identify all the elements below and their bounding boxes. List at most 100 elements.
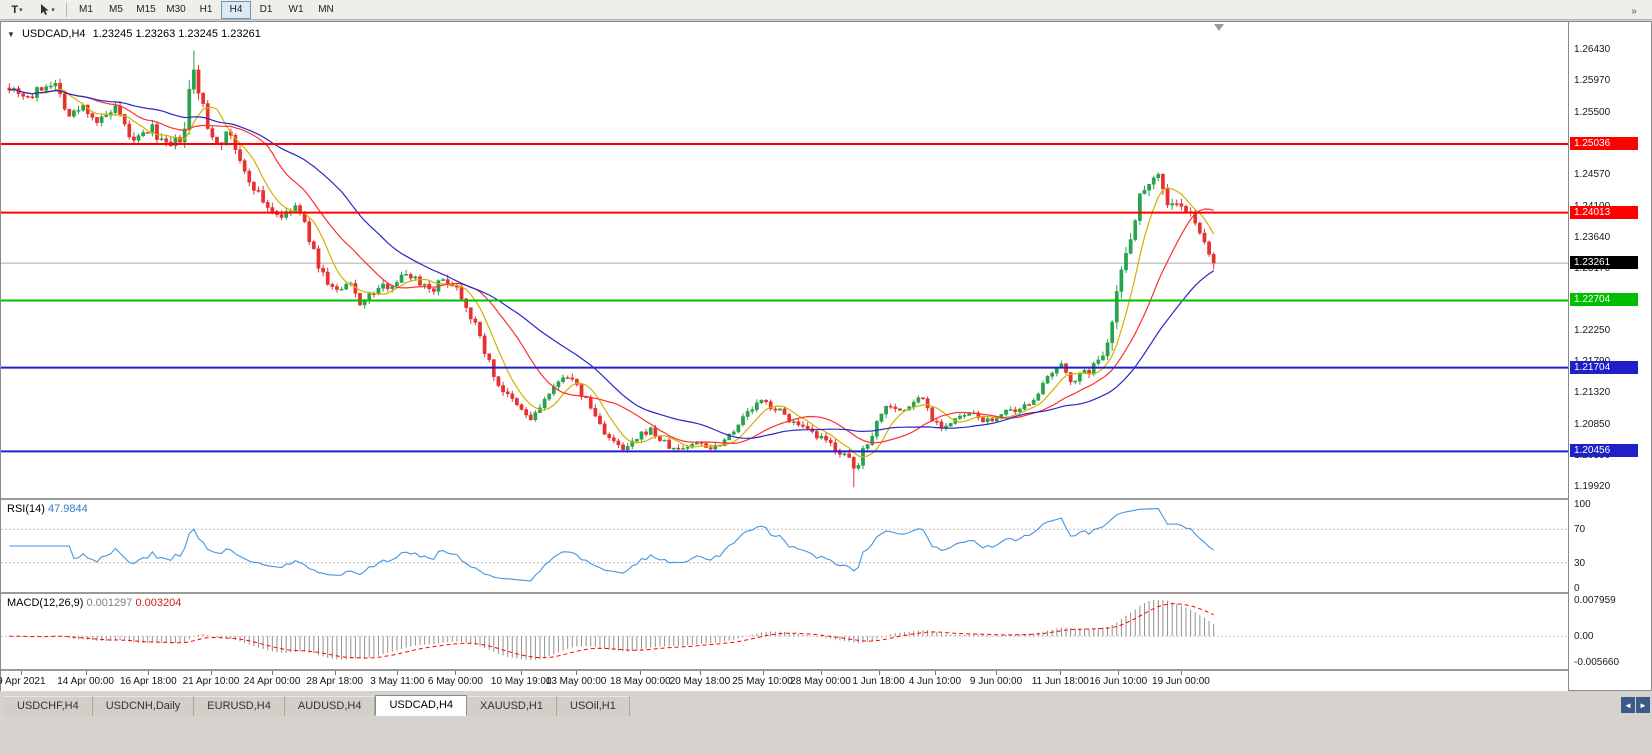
collapse-arrow-icon[interactable]: ▼ xyxy=(7,30,15,39)
chart-symbol-label: USDCAD,H4 xyxy=(21,28,86,40)
time-label: 3 May 11:00 xyxy=(370,676,425,687)
time-tick xyxy=(397,671,399,675)
time-tick xyxy=(699,671,701,675)
tab-scroll-buttons: ◄ ► xyxy=(1620,697,1650,713)
chart-tab-usdchf-h4[interactable]: USDCHF,H4 xyxy=(4,696,93,716)
chart-tab-eurusd-h4[interactable]: EURUSD,H4 xyxy=(194,696,285,716)
time-label: 9 Apr 2021 xyxy=(0,676,46,687)
time-tick xyxy=(762,671,764,675)
timeframe-group: M1 M5 M15 M30 H1 H4 D1 W1 MN xyxy=(71,0,341,19)
rsi-value: 47.9844 xyxy=(47,503,88,515)
time-label: 24 Apr 00:00 xyxy=(243,676,301,687)
price-tick-label: 1.20850 xyxy=(1574,418,1611,430)
time-label: 4 Jun 10:00 xyxy=(908,676,962,687)
dropdown-icon: ▾ xyxy=(19,6,23,14)
chart-ohlc-header: ▼ USDCAD,H4 1.23245 1.23263 1.23245 1.23… xyxy=(7,28,265,40)
timeframe-button-m15[interactable]: M15 xyxy=(136,4,156,15)
time-label: 16 Jun 10:00 xyxy=(1089,676,1148,687)
price-tick-label: 1.21320 xyxy=(1574,387,1611,399)
price-tick-label: 1.26430 xyxy=(1574,44,1611,56)
macd-axis-label: 0.00 xyxy=(1574,631,1594,643)
time-tick xyxy=(148,671,150,675)
macd-axis-label: -0.005660 xyxy=(1574,657,1620,668)
time-tick xyxy=(1180,671,1182,675)
timeframe-button-w1[interactable]: W1 xyxy=(288,4,304,15)
chart-tab-audusd-h4[interactable]: AUDUSD,H4 xyxy=(284,696,376,716)
chart-tab-usdcad-h4[interactable]: USDCAD,H4 xyxy=(375,695,468,716)
time-label: 6 May 00:00 xyxy=(427,676,483,687)
macd-panel[interactable] xyxy=(1,594,1568,669)
ma-slow-line xyxy=(9,88,1215,439)
time-tick xyxy=(996,671,998,675)
toolbar-overflow-button[interactable]: » xyxy=(1619,2,1649,20)
price-tick-label: 1.19920 xyxy=(1574,481,1611,493)
rsi-line xyxy=(9,508,1215,582)
tab-scroll-right-button[interactable]: ► xyxy=(1636,697,1650,713)
cursor-tool-button[interactable]: ▾ xyxy=(32,1,62,19)
price-tick-label: 1.23640 xyxy=(1574,231,1611,243)
macd-name: MACD(12,26,9) xyxy=(7,597,84,609)
time-label: 21 Apr 10:00 xyxy=(182,676,240,687)
tab-scroll-left-button[interactable]: ◄ xyxy=(1621,697,1635,713)
toolbar-separator xyxy=(66,2,67,17)
rsi-axis-label: 100 xyxy=(1574,499,1591,510)
time-tick xyxy=(21,671,23,675)
time-tick xyxy=(334,671,336,675)
time-tick xyxy=(1060,671,1062,675)
rsi-name: RSI(14) xyxy=(7,503,45,515)
chart-tabs: USDCHF,H4 USDCNH,Daily EURUSD,H4 AUDUSD,H4 U… xyxy=(0,695,1652,716)
time-tick xyxy=(640,671,642,675)
time-tick xyxy=(576,671,578,675)
price-tick-label: 1.25500 xyxy=(1574,106,1611,118)
chart-tab-usoil-h1[interactable]: USOil,H1 xyxy=(557,696,630,716)
time-tick xyxy=(521,671,523,675)
time-label: 19 Jun 00:00 xyxy=(1152,676,1210,687)
time-tick xyxy=(455,671,457,675)
time-label: 20 May 18:00 xyxy=(669,676,731,687)
chart-tab-usdcnh-daily[interactable]: USDCNH,Daily xyxy=(92,696,195,716)
timeframe-button-h4[interactable]: H4 xyxy=(221,0,251,19)
price-axis[interactable]: 1.264301.259701.255001.250301.245701.241… xyxy=(1568,22,1651,690)
time-label: 1 Jun 18:00 xyxy=(852,676,905,687)
macd-signal-value: 0.003204 xyxy=(135,597,182,609)
dropdown-icon: ▾ xyxy=(51,6,55,14)
rsi-indicator-label: RSI(14) 47.9844 xyxy=(7,503,88,515)
rsi-axis-label: 30 xyxy=(1574,557,1586,569)
time-tick xyxy=(1118,671,1120,675)
candles-layer xyxy=(7,50,1216,488)
rsi-axis-label: 0 xyxy=(1574,583,1580,594)
timeframe-button-m1[interactable]: M1 xyxy=(79,4,93,15)
timeframe-button-d1[interactable]: D1 xyxy=(259,4,273,15)
current-price-tag: 1.23261 xyxy=(1570,256,1638,270)
rsi-axis-label: 70 xyxy=(1574,524,1586,536)
macd-axis-label: 0.007959 xyxy=(1574,595,1616,606)
candlestick-chart[interactable] xyxy=(1,22,1568,498)
timeframe-button-m5[interactable]: M5 xyxy=(109,4,123,15)
rsi-panel[interactable] xyxy=(1,500,1568,592)
time-label: 18 May 00:00 xyxy=(610,676,671,687)
text-tool-button[interactable]: T ▾ xyxy=(2,1,32,19)
panel-splitter[interactable] xyxy=(1,592,1651,594)
time-label: 28 Apr 18:00 xyxy=(306,676,364,687)
time-label: 28 May 00:00 xyxy=(790,676,851,687)
overflow-label: » xyxy=(1631,5,1637,17)
price-tick-label: 1.22250 xyxy=(1574,324,1611,336)
price-line-tag: 1.20456 xyxy=(1570,444,1638,458)
time-axis[interactable]: 9 Apr 2021 14 Apr 00:00 16 Apr 18:00 21 Apr… xyxy=(0,671,1568,691)
time-label: 9 Jun 00:00 xyxy=(969,676,1023,687)
price-line-tag: 1.22704 xyxy=(1570,293,1638,307)
time-tick xyxy=(272,671,274,675)
time-tick xyxy=(934,671,936,675)
panel-splitter[interactable] xyxy=(1,498,1651,500)
chart-tab-xauusd-h1[interactable]: XAUUSD,H1 xyxy=(467,696,557,716)
cursor-icon xyxy=(41,3,49,15)
chart-shift-marker-icon[interactable] xyxy=(1214,24,1224,31)
timeframe-button-mn[interactable]: MN xyxy=(318,4,334,15)
macd-indicator-label: MACD(12,26,9) 0.001297 0.003204 xyxy=(7,597,181,609)
time-tick xyxy=(820,671,822,675)
time-label: 25 May 10:00 xyxy=(732,676,793,687)
timeframe-button-h1[interactable]: H1 xyxy=(199,4,213,15)
timeframe-button-m30[interactable]: M30 xyxy=(166,4,186,15)
price-line-tag: 1.24013 xyxy=(1570,205,1638,219)
